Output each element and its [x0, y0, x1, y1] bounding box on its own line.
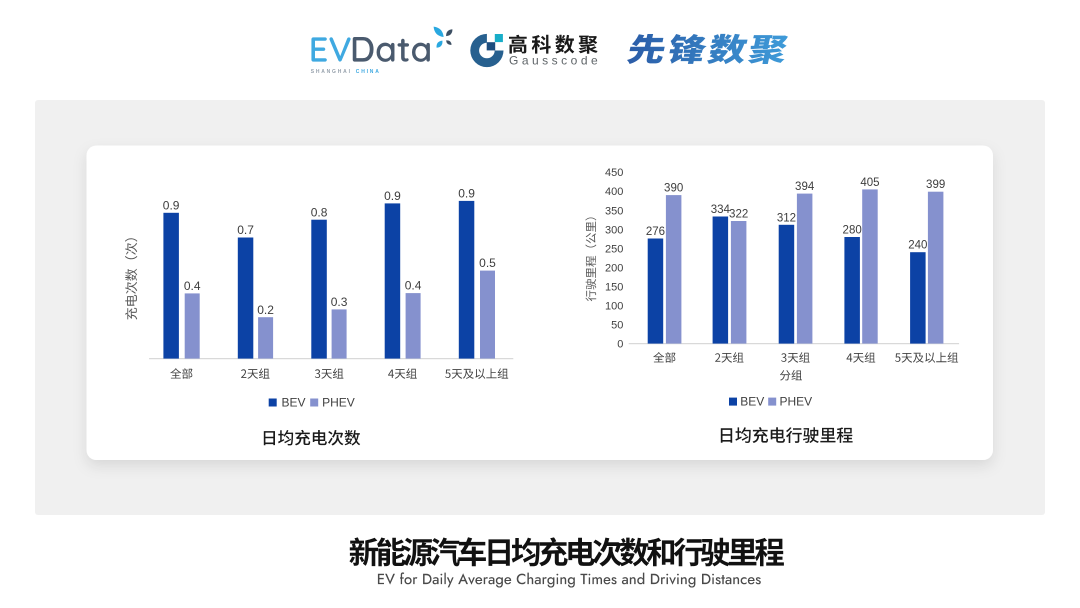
svg-text:322: 322	[729, 209, 748, 221]
svg-text:240: 240	[908, 240, 927, 252]
svg-text:0.9: 0.9	[458, 187, 475, 201]
svg-text:SHANGHAI: SHANGHAI	[311, 69, 352, 75]
svg-text:394: 394	[795, 181, 815, 193]
svg-text:200: 200	[605, 262, 623, 274]
svg-text:PHEV: PHEV	[322, 396, 355, 410]
svg-text:BEV: BEV	[740, 395, 764, 409]
svg-text:0.4: 0.4	[184, 279, 201, 293]
svg-text:PHEV: PHEV	[780, 395, 813, 409]
svg-text:50: 50	[611, 319, 623, 331]
svg-text:280: 280	[843, 225, 862, 237]
svg-text:250: 250	[605, 243, 623, 255]
svg-text:300: 300	[605, 224, 623, 236]
svg-text:CHINA: CHINA	[356, 69, 381, 75]
svg-text:0.3: 0.3	[331, 295, 348, 309]
svg-text:0.7: 0.7	[237, 223, 254, 237]
svg-text:0: 0	[617, 339, 623, 351]
svg-text:100: 100	[605, 300, 623, 312]
svg-text:0.5: 0.5	[479, 256, 496, 270]
svg-text:Gausscode: Gausscode	[509, 54, 601, 68]
svg-text:390: 390	[664, 183, 683, 195]
svg-text:0.4: 0.4	[405, 279, 422, 293]
svg-text:312: 312	[777, 212, 796, 224]
svg-text:0.9: 0.9	[384, 189, 401, 203]
svg-text:450: 450	[605, 167, 623, 179]
svg-text:150: 150	[605, 281, 623, 293]
svg-text:0.9: 0.9	[163, 198, 180, 212]
svg-text:405: 405	[860, 177, 879, 189]
svg-text:400: 400	[605, 186, 623, 198]
svg-text:0.2: 0.2	[257, 303, 274, 317]
svg-text:BEV: BEV	[282, 396, 306, 410]
svg-text:276: 276	[646, 226, 665, 238]
svg-text:350: 350	[605, 205, 623, 217]
svg-text:0.8: 0.8	[311, 205, 328, 219]
svg-text:399: 399	[926, 179, 945, 191]
svg-text:334: 334	[711, 204, 731, 216]
